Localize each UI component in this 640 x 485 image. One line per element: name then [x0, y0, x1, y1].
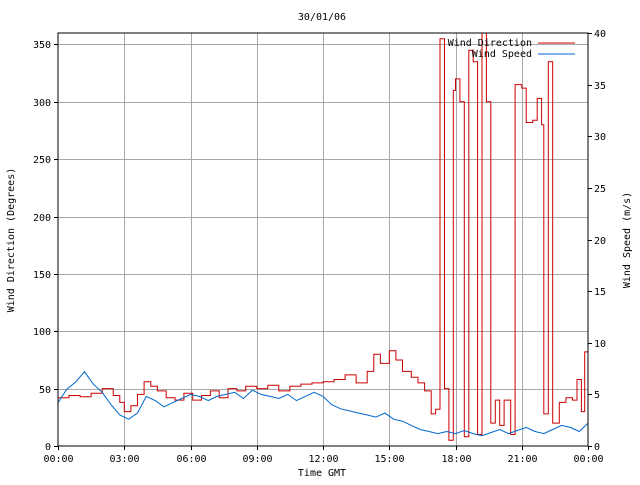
x-tick-label: 21:00 — [507, 454, 537, 465]
grid-layer — [58, 33, 588, 446]
x-tick-label: 18:00 — [441, 454, 471, 465]
y-axis-right-label: Wind Speed (m/s) — [622, 192, 633, 288]
x-tick-label: 09:00 — [242, 454, 272, 465]
y-left-tick-label: 150 — [33, 270, 51, 281]
y-right-tick-label: 5 — [594, 390, 600, 401]
y-left-tick-label: 250 — [33, 155, 51, 166]
legend: Wind Direction Wind Speed — [448, 38, 575, 60]
y-left-tick-label: 100 — [33, 327, 51, 338]
legend-label-wind-direction: Wind Direction — [448, 38, 532, 49]
x-tick-label: 00:00 — [43, 454, 73, 465]
series-line-wind-speed — [57, 370, 589, 437]
y-right-tick-label: 40 — [594, 29, 606, 40]
series-layer — [57, 32, 589, 441]
axis-layer: 00:00 03:00 06:00 09:00 12:00 15:00 18:00 21:00… — [33, 29, 606, 465]
x-axis-label: Time GMT — [298, 468, 346, 479]
y-left-tick-label: 200 — [33, 213, 51, 224]
x-tick-label: 03:00 — [109, 454, 139, 465]
y-axis-left-label: Wind Direction (Degrees) — [6, 168, 17, 313]
x-tick-label: 06:00 — [176, 454, 206, 465]
y-right-tick-label: 30 — [594, 132, 606, 143]
x-tick-label: 00:00 — [573, 454, 603, 465]
chart-title: 30/01/06 — [298, 12, 346, 23]
y-right-tick-label: 20 — [594, 236, 606, 247]
y-right-tick-label: 25 — [594, 184, 606, 195]
x-tick-label: 15:00 — [374, 454, 404, 465]
y-left-tick-label: 300 — [33, 98, 51, 109]
y-right-tick-label: 10 — [594, 339, 606, 350]
y-left-tick-label: 350 — [33, 40, 51, 51]
y-right-tick-label: 15 — [594, 287, 606, 298]
y-left-tick-label: 0 — [45, 442, 51, 453]
x-tick-label: 12:00 — [308, 454, 338, 465]
legend-label-wind-speed: Wind Speed — [472, 49, 532, 60]
y-right-tick-label: 35 — [594, 81, 606, 92]
y-left-tick-label: 50 — [39, 385, 51, 396]
y-right-tick-label: 0 — [594, 442, 600, 453]
series-line-wind-direction — [58, 32, 589, 441]
